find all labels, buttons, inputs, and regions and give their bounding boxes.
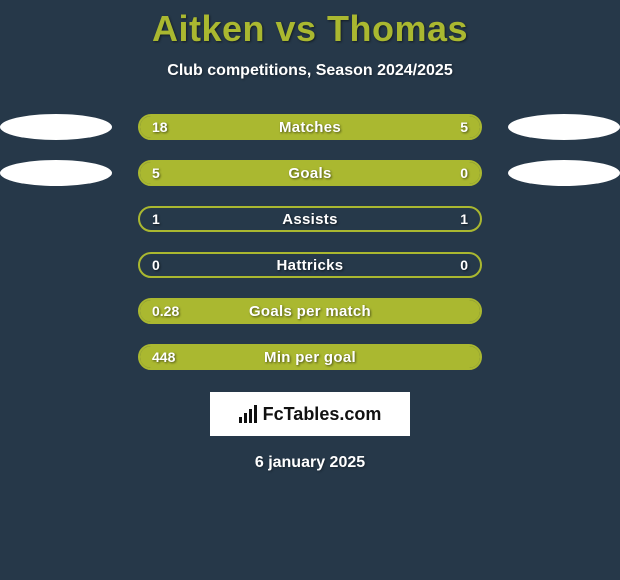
stat-bar: 185Matches: [138, 114, 482, 140]
stat-label: Hattricks: [140, 254, 480, 276]
stat-bar: 448Min per goal: [138, 344, 482, 370]
fctables-icon: [239, 405, 257, 423]
stat-label: Matches: [140, 116, 480, 138]
stat-bar: 00Hattricks: [138, 252, 482, 278]
stat-row: 00Hattricks: [0, 252, 620, 278]
page-subtitle: Club competitions, Season 2024/2025: [167, 62, 452, 80]
date-label: 6 january 2025: [255, 454, 365, 472]
stat-label: Goals: [140, 162, 480, 184]
player2-oval-icon: [508, 160, 620, 186]
stat-label: Assists: [140, 208, 480, 230]
page-title: Aitken vs Thomas: [152, 8, 468, 50]
footer-badge: FcTables.com: [210, 392, 410, 436]
stat-row: 50Goals: [0, 160, 620, 186]
stat-bar: 50Goals: [138, 160, 482, 186]
comparison-chart: 185Matches 50Goals 11Assists 00Hattricks 0.2…: [0, 114, 620, 390]
stat-label: Min per goal: [140, 346, 480, 368]
stat-row: 11Assists: [0, 206, 620, 232]
footer-text: FcTables.com: [263, 404, 382, 425]
player2-oval-icon: [508, 114, 620, 140]
stat-row: 185Matches: [0, 114, 620, 140]
stat-row: 0.28Goals per match: [0, 298, 620, 324]
stat-bar: 0.28Goals per match: [138, 298, 482, 324]
stat-label: Goals per match: [140, 300, 480, 322]
player1-oval-icon: [0, 114, 112, 140]
player1-oval-icon: [0, 160, 112, 186]
stat-row: 448Min per goal: [0, 344, 620, 370]
stat-bar: 11Assists: [138, 206, 482, 232]
